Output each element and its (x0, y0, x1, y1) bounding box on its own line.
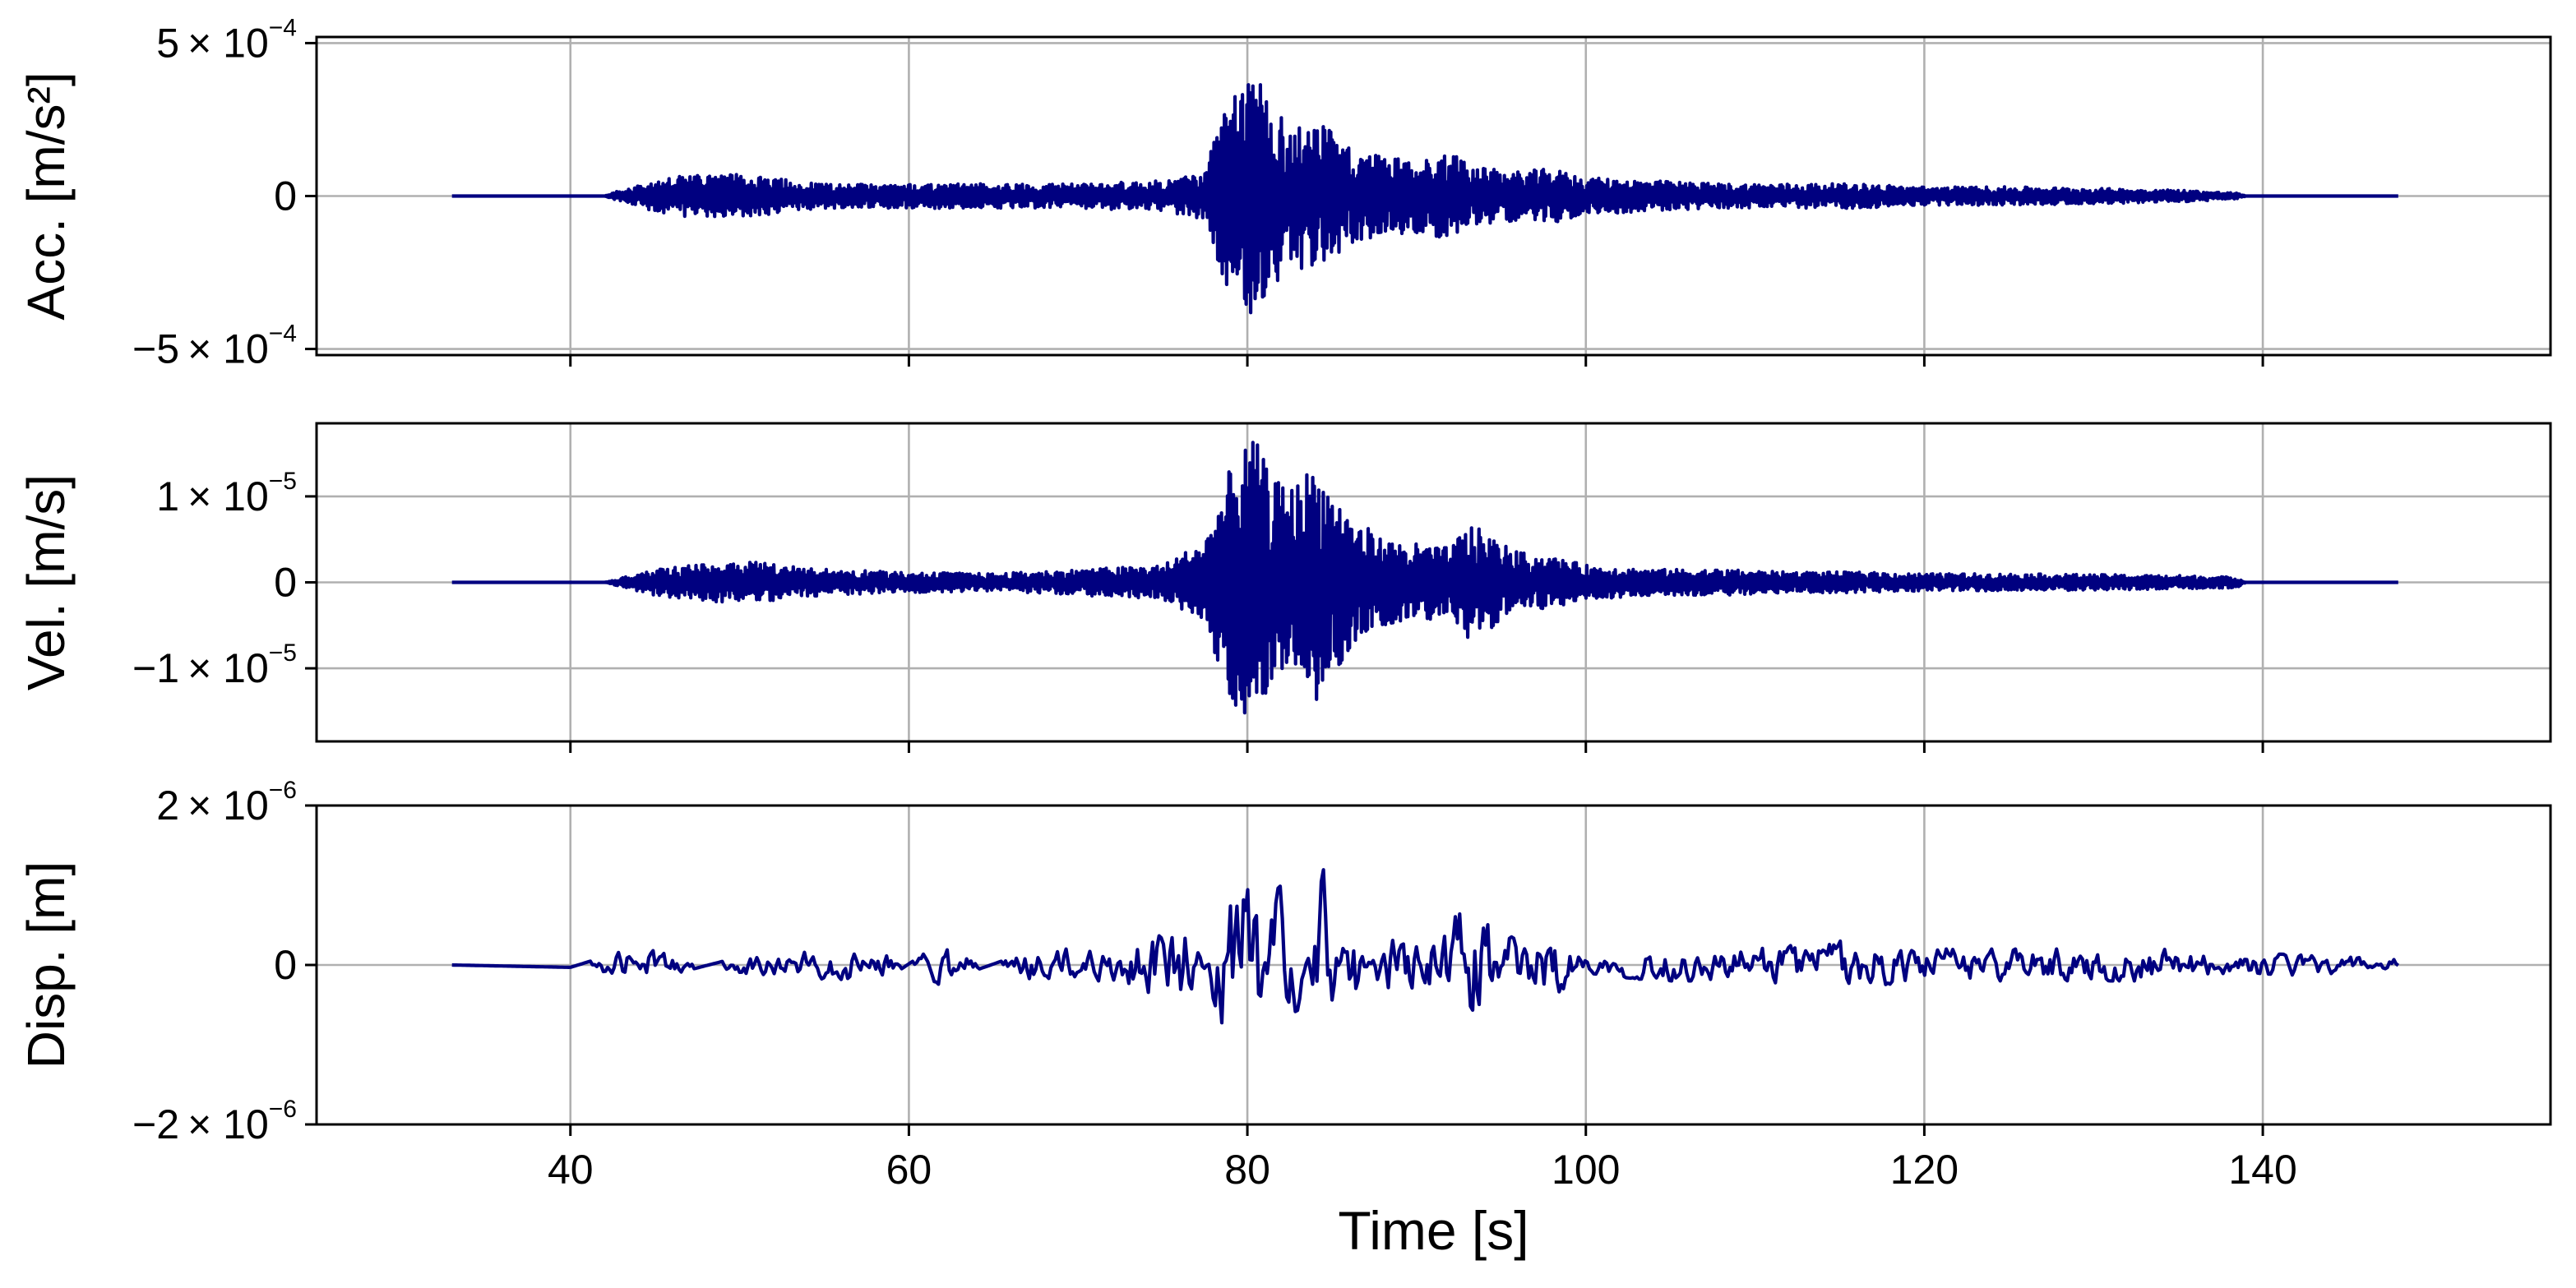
disp-x-tick-label: 40 (548, 1147, 594, 1193)
vel-y-tick-label: 1 × 10−5 (156, 468, 297, 519)
disp-panel: 40 60 80 100 120 140 2 × 10−6 0 −2 × 10−6 Disp. [… (16, 777, 2552, 1193)
disp-x-tick-label: 60 (886, 1147, 932, 1193)
disp-x-tick-label: 140 (2228, 1147, 2296, 1193)
disp-trace (451, 868, 2400, 1025)
vel-y-tick-label: −1 × 10−5 (132, 639, 297, 691)
disp-y-axis-label: Disp. [m] (16, 861, 76, 1069)
vel-trace (451, 441, 2399, 715)
vel-y-tick-label: 0 (274, 560, 297, 606)
acc-panel: 5 × 10−4 0 −5 × 10−4 Acc. [m/s²] (16, 14, 2552, 372)
acc-trace (451, 83, 2399, 315)
acc-y-tick-label: 0 (274, 173, 297, 219)
disp-x-tick-label: 120 (1890, 1147, 1959, 1193)
acc-y-tick-label: −5 × 10−4 (132, 321, 297, 372)
x-axis-label: Time [s] (1338, 1200, 1528, 1261)
vel-panel: 1 × 10−5 0 −1 × 10−5 Vel. [m/s] (16, 422, 2552, 753)
disp-x-tick-label: 100 (1552, 1147, 1620, 1193)
acc-y-tick-label: 5 × 10−4 (156, 14, 297, 66)
disp-y-tick-label: 2 × 10−6 (156, 777, 297, 829)
disp-y-tick-label: 0 (274, 942, 297, 988)
acc-y-axis-label: Acc. [m/s²] (16, 72, 76, 320)
disp-y-tick-label: −2 × 10−6 (132, 1096, 297, 1147)
disp-x-tick-label: 80 (1224, 1147, 1270, 1193)
vel-y-axis-label: Vel. [m/s] (16, 474, 76, 690)
